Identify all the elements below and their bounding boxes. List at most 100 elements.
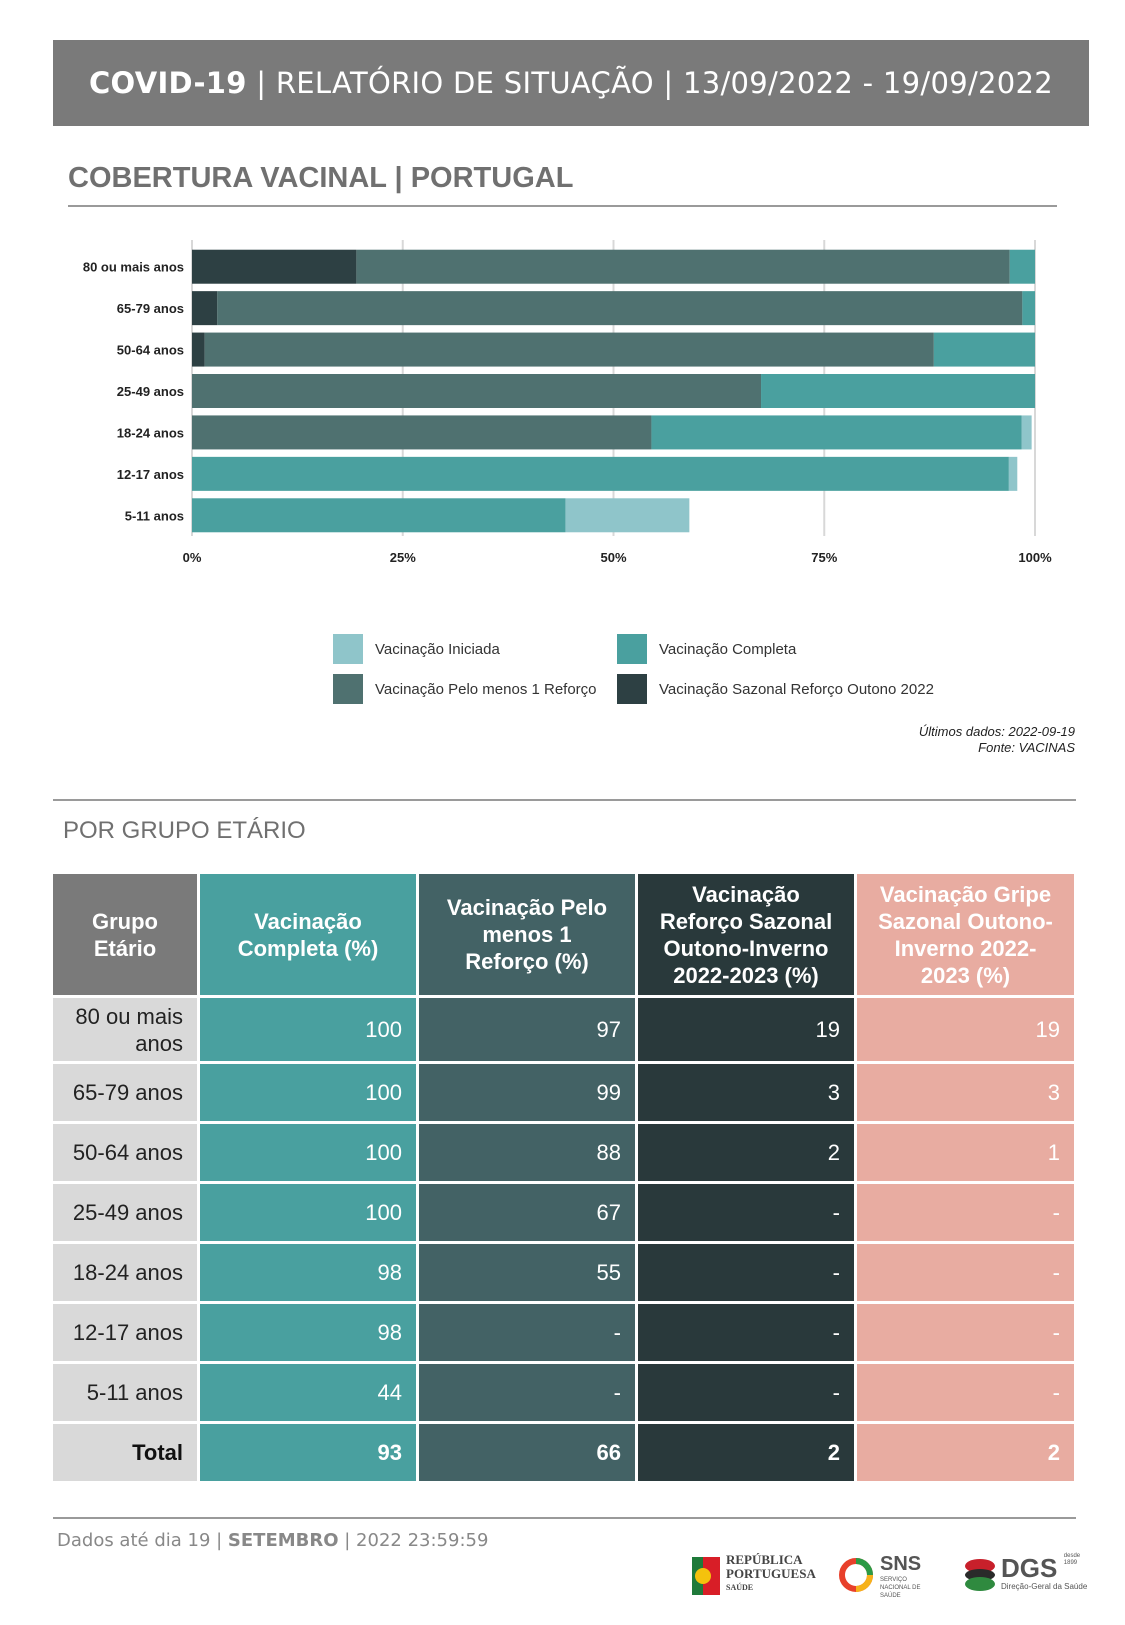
section-title: COBERTURA VACINAL | PORTUGAL: [68, 162, 574, 194]
bar-segment: [1009, 249, 1035, 284]
table-total-row: Total 93 66 2 2: [53, 1424, 1074, 1484]
category-label: 5-11 anos: [125, 508, 184, 523]
dgs-logo: DGS desde 1899 Direção-Geral da Saúde: [963, 1553, 1088, 1598]
legend-swatch-sazonal: [617, 674, 647, 704]
table-row: 80 ou mais anos 100 97 19 19: [53, 998, 1074, 1064]
dgs-title: DGS: [1001, 1553, 1058, 1583]
bar-segment: [565, 498, 690, 533]
sns-logo: SNS SERVIÇO NACIONAL DE SAÚDE: [838, 1553, 948, 1599]
legend-swatch-reforco: [333, 674, 363, 704]
total-sazonal: 2: [638, 1424, 857, 1484]
cell-reforco: 55: [419, 1244, 638, 1304]
bar-segment: [192, 456, 1009, 491]
sns-subtitle: SERVIÇO NACIONAL DE SAÚDE: [880, 1577, 921, 1599]
header-pelo-menos-1-reforco: Vacinação Pelo menos 1 Reforço (%): [419, 874, 638, 998]
sns-title: SNS: [880, 1553, 922, 1575]
cell-sazonal: 19: [638, 998, 857, 1064]
cell-reforco: 67: [419, 1184, 638, 1244]
category-label: 50-64 anos: [117, 343, 184, 358]
cell-sazonal: -: [638, 1244, 857, 1304]
header-grupo-etario: Grupo Etário: [53, 874, 200, 998]
sns-circle-icon: [839, 1558, 873, 1592]
cell-gripe: 3: [857, 1064, 1074, 1124]
header-vacinacao-completa: Vacinação Completa (%): [200, 874, 419, 998]
republica-portuguesa-logo: REPÚBLICA PORTUGUESA SAÚDE: [692, 1553, 817, 1598]
cell-grupo-etario: 65-79 anos: [53, 1064, 200, 1124]
bar-segment: [1022, 291, 1035, 326]
cell-reforco: 88: [419, 1124, 638, 1184]
cell-completa: 44: [200, 1364, 419, 1424]
cell-gripe: 19: [857, 998, 1074, 1064]
age-group-table: Grupo Etário Vacinação Completa (%) Vaci…: [53, 874, 1074, 1484]
category-label: 80 ou mais anos: [83, 260, 184, 275]
republica-line1: REPÚBLICA: [726, 1552, 803, 1567]
bar-segment: [204, 332, 934, 367]
report-title-bold: COVID-19: [88, 66, 247, 100]
cell-sazonal: 2: [638, 1124, 857, 1184]
legend-swatch-iniciada: [333, 634, 363, 664]
x-tick-label: 100%: [1018, 550, 1052, 565]
cell-completa: 100: [200, 998, 419, 1064]
legend-label-sazonal: Vacinação Sazonal Reforço Outono 2022: [659, 680, 934, 698]
section-divider: [68, 205, 1057, 207]
cell-gripe: -: [857, 1184, 1074, 1244]
cell-completa: 100: [200, 1184, 419, 1244]
category-label: 25-49 anos: [117, 384, 184, 399]
table-row: 12-17 anos 98- - -: [53, 1304, 1074, 1364]
bar-segment: [192, 249, 357, 284]
legend-swatch-completa: [617, 634, 647, 664]
cell-completa: 100: [200, 1124, 419, 1184]
table-header-row: Grupo Etário Vacinação Completa (%) Vaci…: [53, 874, 1074, 998]
header-gripe-sazonal: Vacinação Gripe Sazonal Outono-Inverno 2…: [857, 874, 1074, 998]
cell-grupo-etario: 12-17 anos: [53, 1304, 200, 1364]
legend-item-reforco: Vacinação Pelo menos 1 Reforço: [333, 674, 597, 704]
republica-line2: PORTUGUESA: [726, 1566, 816, 1581]
cell-sazonal: 3: [638, 1064, 857, 1124]
bar-segment: [192, 498, 566, 533]
cell-sazonal: -: [638, 1364, 857, 1424]
report-title: COVID-19 | RELATÓRIO DE SITUAÇÃO | 13/09…: [89, 66, 1053, 100]
last-data-date: Últimos dados: 2022-09-19: [918, 724, 1075, 739]
dgs-subtitle: Direção-Geral da Saúde: [1001, 1582, 1088, 1591]
category-label: 18-24 anos: [117, 425, 184, 440]
legend-label-completa: Vacinação Completa: [659, 640, 797, 658]
bar-segment: [192, 415, 652, 450]
chart-source-note: Últimos dados: 2022-09-19 Fonte: VACINAS: [919, 724, 1075, 756]
cell-grupo-etario: 50-64 anos: [53, 1124, 200, 1184]
bar-segment: [651, 415, 1022, 450]
table-row: 50-64 anos 100 88 2 1: [53, 1124, 1074, 1184]
total-reforco: 66: [419, 1424, 638, 1484]
category-label: 12-17 anos: [117, 467, 184, 482]
cell-reforco: -: [419, 1304, 638, 1364]
legend-label-iniciada: Vacinação Iniciada: [375, 640, 500, 658]
legend-label-reforco: Vacinação Pelo menos 1 Reforço: [375, 680, 597, 698]
cell-gripe: 1: [857, 1124, 1074, 1184]
bar-segment: [1008, 456, 1018, 491]
legend-item-completa: Vacinação Completa: [617, 634, 796, 664]
footer-text-a: Dados até dia 19 |: [57, 1530, 228, 1551]
footer-text-c: | 2022 23:59:59: [338, 1530, 489, 1551]
cell-completa: 98: [200, 1244, 419, 1304]
cell-completa: 98: [200, 1304, 419, 1364]
cell-grupo-etario: 18-24 anos: [53, 1244, 200, 1304]
x-tick-label: 25%: [390, 550, 416, 565]
cell-grupo-etario: 80 ou mais anos: [53, 998, 200, 1064]
table-row: 5-11 anos 44- - -: [53, 1364, 1074, 1424]
cell-sazonal: -: [638, 1304, 857, 1364]
subsection-divider: [53, 799, 1076, 801]
cell-completa: 100: [200, 1064, 419, 1124]
category-label: 65-79 anos: [117, 301, 184, 316]
cell-grupo-etario: 25-49 anos: [53, 1184, 200, 1244]
footer-date: Dados até dia 19 | SETEMBRO | 2022 23:59…: [57, 1530, 488, 1551]
bar-segment: [192, 332, 205, 367]
cell-sazonal: -: [638, 1184, 857, 1244]
cell-reforco: 97: [419, 998, 638, 1064]
x-tick-label: 75%: [811, 550, 837, 565]
total-label: Total: [53, 1424, 200, 1484]
vaccination-coverage-chart: 0% 25% 50% 75% 100% 80 ou mais anos 65-79 anos…: [83, 240, 1052, 565]
bar-segment: [1021, 415, 1032, 450]
bar-segment: [761, 374, 1035, 408]
dgs-emblem-icon: [965, 1559, 995, 1591]
bar-segment: [933, 332, 1035, 367]
total-completa: 93: [200, 1424, 419, 1484]
